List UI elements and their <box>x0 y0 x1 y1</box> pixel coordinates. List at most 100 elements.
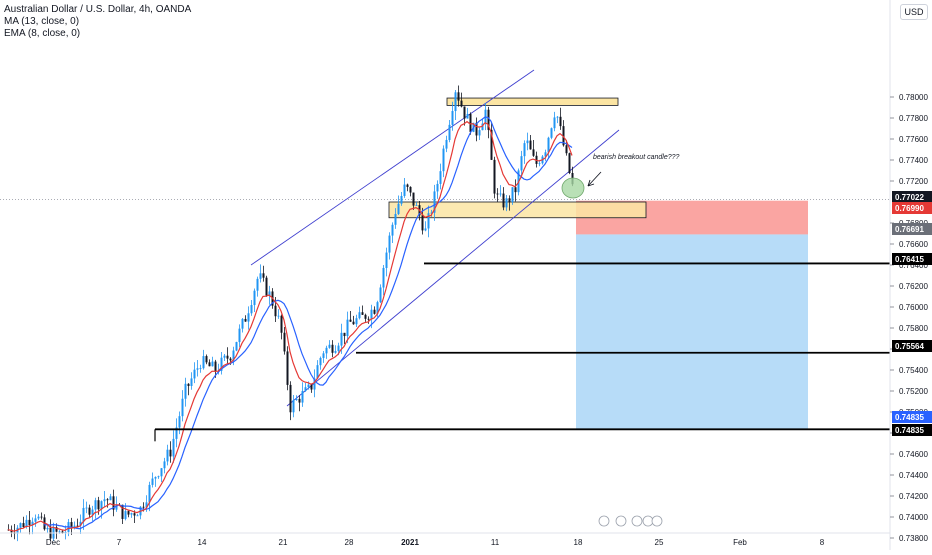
candle-body <box>439 171 442 184</box>
event-icon <box>642 515 654 527</box>
candle-body <box>148 484 151 503</box>
candle-body <box>262 273 265 278</box>
candle-body <box>394 213 397 225</box>
candle-body <box>361 312 364 315</box>
candle-body <box>250 305 253 314</box>
candle-body <box>55 527 58 532</box>
candle-body <box>337 345 340 352</box>
candle-body <box>499 193 502 195</box>
candle-body <box>193 369 196 379</box>
candle-body <box>568 153 571 174</box>
candle-body <box>526 140 529 144</box>
candle-body <box>469 114 472 132</box>
candle-body <box>514 187 517 193</box>
candle-body <box>235 342 238 351</box>
candle-body <box>115 504 118 510</box>
currency-button[interactable]: USD <box>900 4 928 20</box>
candle-body <box>328 344 331 348</box>
candle-body <box>163 461 166 469</box>
candle-body <box>388 235 391 253</box>
price-tick-label: 0.74000 <box>899 513 928 522</box>
candle-body <box>238 328 241 343</box>
candle-body <box>277 315 280 317</box>
candle-body <box>538 163 541 165</box>
candle-body <box>211 361 214 367</box>
price-tick-label: 0.76000 <box>899 303 928 312</box>
event-icon <box>615 515 627 527</box>
candle-body <box>274 305 277 317</box>
candle-body <box>76 525 79 527</box>
candle-body <box>508 198 511 202</box>
price-label-box <box>892 202 932 214</box>
annotation-arrowhead <box>587 179 595 187</box>
annotation-arrow <box>587 171 602 187</box>
candle-body <box>259 273 262 279</box>
candle-body <box>172 438 175 457</box>
candle-body <box>187 383 190 386</box>
price-label-box <box>892 424 932 436</box>
candle-body <box>562 126 565 146</box>
candle-body <box>289 384 292 413</box>
price-label-text: 0.76990 <box>895 204 924 213</box>
candle-body <box>124 511 127 519</box>
candle-body <box>409 186 412 193</box>
candle-body <box>181 398 184 417</box>
candle-body <box>286 351 289 385</box>
candle-body <box>283 332 286 352</box>
price-label-text: 0.75564 <box>895 342 924 351</box>
candle-body <box>373 309 376 314</box>
ema-8-line <box>7 120 573 532</box>
candle-body <box>544 152 547 157</box>
price-tick-label: 0.75200 <box>899 387 928 396</box>
candle-body <box>220 357 223 371</box>
candle-body <box>40 516 43 518</box>
time-tick-label: 2021 <box>401 538 419 547</box>
candle-body <box>400 195 403 204</box>
candle-body <box>106 499 109 501</box>
candle-body <box>304 387 307 392</box>
ema-legend: EMA (8, close, 0) <box>4 28 81 39</box>
price-label-text: 0.76691 <box>895 225 924 234</box>
event-icon <box>651 515 663 527</box>
candle-body <box>25 519 28 527</box>
candle-body <box>475 122 478 136</box>
price-tick-label: 0.75800 <box>899 324 928 333</box>
time-tick-label: 18 <box>574 538 583 547</box>
candle-body <box>28 519 31 526</box>
price-label-box <box>892 223 932 235</box>
price-tick-label: 0.74200 <box>899 492 928 501</box>
candle-body <box>88 507 91 515</box>
candle-body <box>424 228 427 231</box>
candle-body <box>247 313 250 322</box>
resistance-zone <box>446 97 619 106</box>
candle-body <box>433 191 436 213</box>
candle-body <box>460 100 463 107</box>
event-icon <box>598 515 610 527</box>
candle-body <box>16 527 19 534</box>
candle-body <box>346 319 349 337</box>
candle-body <box>22 523 25 527</box>
candle-body <box>154 477 157 479</box>
candle-body <box>355 318 358 325</box>
candle-body <box>412 192 415 206</box>
time-tick-label: 7 <box>117 538 122 547</box>
price-tick-label: 0.77200 <box>899 177 928 186</box>
candle-body <box>520 156 523 171</box>
candle-body <box>31 521 34 526</box>
candle-body <box>403 184 406 196</box>
candle-body <box>430 212 433 214</box>
price-tick-label: 0.74400 <box>899 471 928 480</box>
candle-body <box>316 365 319 379</box>
candle-body <box>325 347 328 354</box>
candle-body <box>112 496 115 510</box>
candle-body <box>121 504 124 519</box>
candle-body <box>505 198 508 208</box>
candle-body <box>160 468 163 477</box>
candle-body <box>493 159 496 194</box>
candle-body <box>295 398 298 401</box>
candle-body <box>151 478 154 485</box>
candle-body <box>241 318 244 329</box>
candle-body <box>214 361 217 372</box>
